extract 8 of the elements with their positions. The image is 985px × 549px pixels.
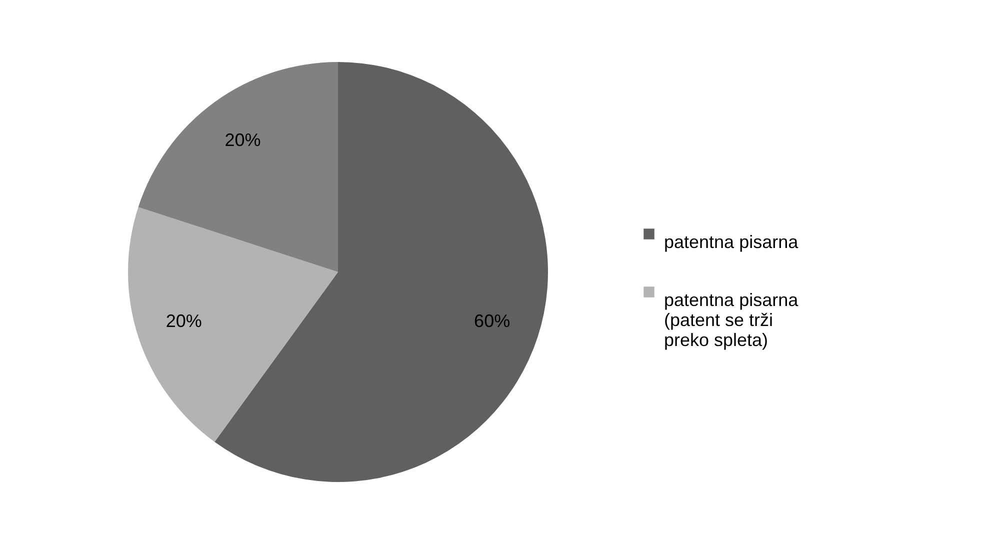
legend-label: patentna pisarna (patent se trži preko spleta) [664,290,800,350]
legend-label: patentna pisarna [664,232,800,252]
pie-slice [214,62,548,482]
data-label: 60% [474,311,510,332]
data-label: 20% [224,130,261,150]
data-label: 20% [166,311,202,332]
pie-slice [128,207,338,442]
pie-slice [138,62,338,272]
